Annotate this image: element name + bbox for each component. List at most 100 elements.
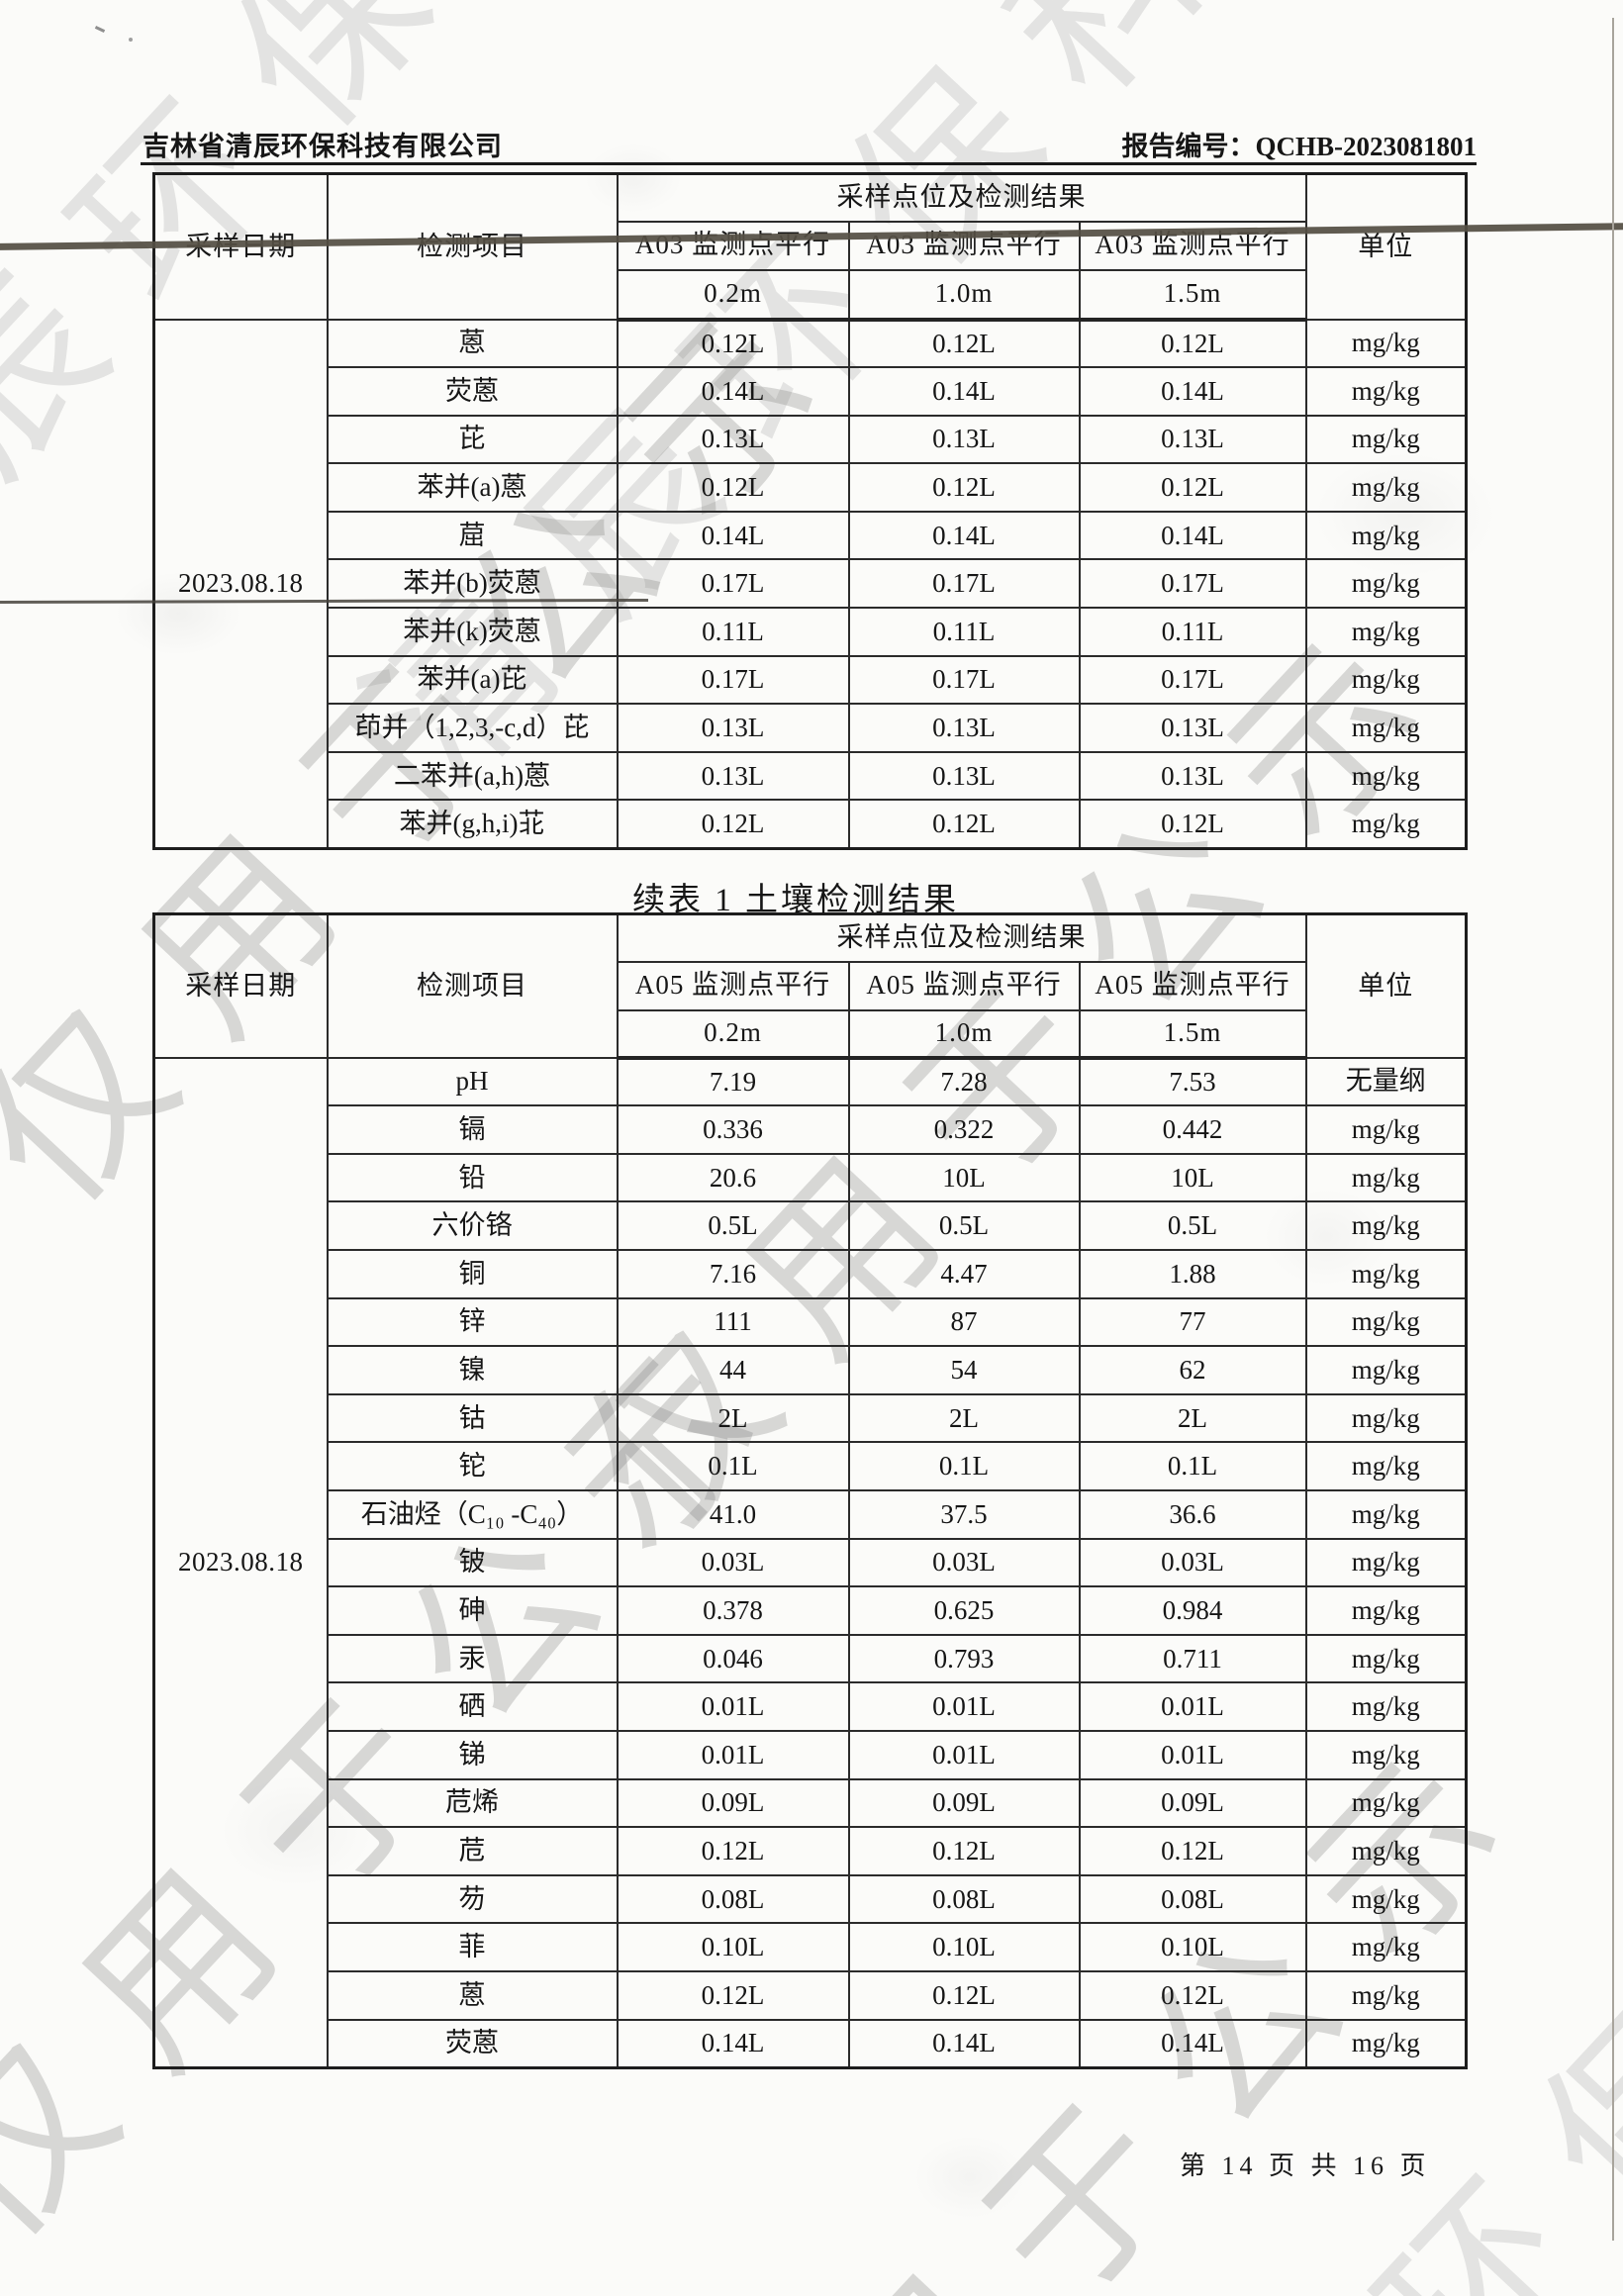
t2-unit-value: mg/kg: [1304, 1392, 1468, 1444]
t2-unit-value: mg/kg: [1304, 1248, 1468, 1299]
t1-value-depth-0.2m: 0.11L: [616, 607, 850, 657]
t2-value-depth-0.2m: 111: [616, 1296, 850, 1348]
t1-sampling-date-value: 2023.08.18: [152, 318, 329, 850]
t2-value-depth-1.0m: 0.12L: [847, 1970, 1081, 2021]
t2-unit-value: mg/kg: [1304, 1104, 1468, 1155]
t1-unit-value: mg/kg: [1304, 462, 1468, 513]
t2-value-depth-1.5m: 0.5L: [1078, 1200, 1307, 1251]
t2-unit-value: mg/kg: [1304, 1873, 1468, 1925]
t2-row-12: 砷 0.378 0.625 0.984 mg/kg: [154, 1585, 1468, 1636]
t2-row-17: 苊 0.12L 0.12L 0.12L mg/kg: [154, 1826, 1468, 1876]
t1-value-depth-1.0m: 0.13L: [847, 703, 1081, 753]
t1-value-depth-0.2m: 0.13L: [616, 703, 850, 753]
t1-row-8: 苯并(a)芘 0.17L 0.17L 0.17L mg/kg: [154, 654, 1468, 706]
t1-value-depth-1.0m: 0.11L: [847, 607, 1081, 657]
t1-value-depth-1.5m: 0.12L: [1078, 318, 1307, 369]
t1-value-depth-1.0m: 0.17L: [847, 654, 1081, 706]
company-name: 吉林省清辰环保科技有限公司: [143, 132, 503, 161]
t2-value-depth-1.5m: 0.12L: [1078, 1970, 1307, 2021]
t1-value-depth-1.0m: 0.14L: [847, 366, 1081, 417]
t2-value-depth-1.0m: 0.1L: [847, 1441, 1081, 1491]
t1-value-depth-0.2m: 0.12L: [616, 799, 850, 850]
t2-value-depth-1.5m: 77: [1078, 1296, 1307, 1348]
t2-value-depth-1.0m: 0.14L: [847, 2018, 1081, 2069]
t2-item-name: 芴: [326, 1873, 619, 1925]
t2-header-sampling-date: 采样日期: [152, 912, 329, 1059]
t2-item-name: 镉: [326, 1104, 619, 1155]
t2-value-depth-1.0m: 2L: [847, 1392, 1081, 1444]
t1-unit-value: mg/kg: [1304, 654, 1468, 706]
t2-value-depth-1.0m: 4.47: [847, 1248, 1081, 1299]
t2-value-depth-0.2m: 0.1L: [616, 1441, 850, 1491]
t2-item-name: 汞: [326, 1633, 619, 1684]
t2-item-name: 荧蒽: [326, 2018, 619, 2069]
t2-value-depth-1.5m: 0.1L: [1078, 1441, 1307, 1491]
t1-value-depth-1.5m: 0.13L: [1078, 750, 1307, 802]
t2-value-depth-0.2m: 0.14L: [616, 2018, 850, 2069]
t1-unit-value: mg/kg: [1304, 558, 1468, 610]
t2-row-20: 蒽 0.12L 0.12L 0.12L mg/kg: [154, 1970, 1468, 2021]
t2-row-15: 锑 0.01L 0.01L 0.01L mg/kg: [154, 1730, 1468, 1780]
t2-unit-value: mg/kg: [1304, 1777, 1468, 1829]
t2-item-name: 铊: [326, 1441, 619, 1491]
t1-value-depth-1.0m: 0.13L: [847, 414, 1081, 465]
t2-value-depth-0.2m: 7.19: [616, 1056, 850, 1107]
t2-header-sampling-results: 采样点位及检测结果: [616, 912, 1307, 963]
t1-value-depth-0.2m: 0.12L: [616, 318, 850, 369]
t1-unit-value: mg/kg: [1304, 607, 1468, 657]
t2-item-name: 苊: [326, 1826, 619, 1876]
t1-unit-value: mg/kg: [1304, 414, 1468, 465]
t1-header-depth-2: 1.0m: [847, 268, 1081, 322]
report-number-value: QCHB-2023081801: [1255, 132, 1477, 165]
t2-value-depth-1.5m: 0.12L: [1078, 1826, 1307, 1876]
t2-value-depth-1.5m: 1.88: [1078, 1248, 1307, 1299]
t1-value-depth-1.0m: 0.14L: [847, 510, 1081, 561]
t2-row-8: 钴 2L 2L 2L mg/kg: [154, 1392, 1468, 1444]
t2-value-depth-0.2m: 0.12L: [616, 1826, 850, 1876]
t2-value-depth-1.0m: 0.5L: [847, 1200, 1081, 1251]
t1-item-name: 芘: [326, 414, 619, 465]
t2-value-depth-0.2m: 0.5L: [616, 1200, 850, 1251]
t2-row-4: 六价铬 0.5L 0.5L 0.5L mg/kg: [154, 1200, 1468, 1251]
t2-header-row-1: 采样日期 检测项目 采样点位及检测结果 单位: [152, 912, 1468, 1059]
t2-row-14: 硒 0.01L 0.01L 0.01L mg/kg: [154, 1681, 1468, 1733]
t2-row-13: 汞 0.046 0.793 0.711 mg/kg: [154, 1633, 1468, 1684]
t2-row-5: 铜 7.16 4.47 1.88 mg/kg: [154, 1248, 1468, 1299]
t2-value-depth-0.2m: 44: [616, 1345, 850, 1395]
t1-value-depth-0.2m: 0.12L: [616, 462, 850, 513]
t1-item-name: 苯并(k)荧蒽: [326, 607, 619, 657]
t2-unit-value: mg/kg: [1304, 1730, 1468, 1780]
t1-value-depth-1.0m: 0.13L: [847, 750, 1081, 802]
t1-value-depth-0.2m: 0.14L: [616, 366, 850, 417]
t1-item-name: 苯并(a)芘: [326, 654, 619, 706]
t2-value-depth-1.0m: 0.08L: [847, 1873, 1081, 1925]
t1-header-unit: 单位: [1304, 172, 1468, 321]
t2-item-name: 砷: [326, 1585, 619, 1636]
t2-value-depth-1.5m: 2L: [1078, 1392, 1307, 1444]
t2-value-depth-1.0m: 37.5: [847, 1488, 1081, 1540]
t1-unit-value: mg/kg: [1304, 510, 1468, 561]
t2-row-3: 铅 20.6 10L 10L mg/kg: [154, 1152, 1468, 1203]
t1-row-5: 䓛 0.14L 0.14L 0.14L mg/kg: [154, 510, 1468, 561]
t2-item-name: 钴: [326, 1392, 619, 1444]
t2-item-name: 铍: [326, 1537, 619, 1588]
t1-row-6: 苯并(b)荧蒽 0.17L 0.17L 0.17L mg/kg: [154, 558, 1468, 610]
t1-header-point-1: A03 监测点平行: [616, 220, 850, 271]
t2-value-depth-1.0m: 0.10L: [847, 1922, 1081, 1973]
t2-item-name: 镍: [326, 1345, 619, 1395]
soil-results-table-a05: 采样日期 检测项目 采样点位及检测结果 单位 A05 监测点平行 A05 监测点平行 A05…: [152, 912, 1469, 2069]
t2-unit-value: mg/kg: [1304, 1681, 1468, 1733]
t1-header-depth-3: 1.5m: [1078, 268, 1307, 322]
t2-unit-value: mg/kg: [1304, 1152, 1468, 1203]
t2-value-depth-0.2m: 0.03L: [616, 1537, 850, 1588]
t1-value-depth-1.5m: 0.17L: [1078, 558, 1307, 610]
t1-row-7: 苯并(k)荧蒽 0.11L 0.11L 0.11L mg/kg: [154, 607, 1468, 657]
t1-value-depth-1.5m: 0.11L: [1078, 607, 1307, 657]
t2-row-19: 菲 0.10L 0.10L 0.10L mg/kg: [154, 1922, 1468, 1973]
t2-value-depth-1.0m: 0.09L: [847, 1777, 1081, 1829]
t2-unit-value: mg/kg: [1304, 2018, 1468, 2069]
t2-item-name: 菲: [326, 1922, 619, 1973]
t2-header-row-3: 0.2m 1.0m 1.5m: [154, 1008, 1467, 1060]
t1-unit-value: mg/kg: [1304, 318, 1468, 369]
